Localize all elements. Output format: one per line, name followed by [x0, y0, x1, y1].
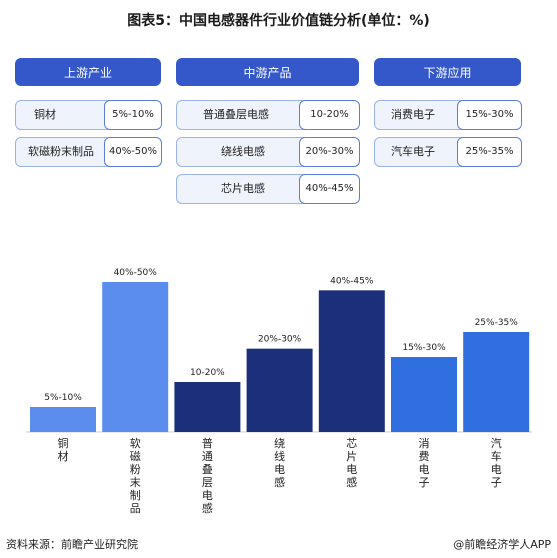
bar-5 — [391, 357, 457, 432]
bar-3 — [246, 348, 313, 432]
brand-note: @前瞻经济学人APP — [453, 538, 551, 551]
data-label-6: 25%-35% — [475, 318, 519, 328]
bar-6 — [463, 332, 530, 432]
downstream-row: 汽车电子 25%-35% — [374, 137, 522, 167]
category-label-1: 软磁粉末制品 — [130, 436, 141, 515]
section-header-midstream: 中游产品 — [176, 58, 359, 86]
bar-0 — [30, 407, 96, 432]
row-label: 绕线电感 — [221, 145, 265, 158]
category-label-4: 芯片电感 — [346, 436, 357, 489]
row-label: 芯片电感 — [221, 182, 265, 195]
midstream-row: 普通叠层电感 10-20% — [176, 100, 360, 130]
category-label-0: 铜材 — [58, 436, 69, 463]
row-label: 铜材 — [34, 108, 56, 121]
row-value: 10-20% — [299, 100, 360, 130]
category-label-5: 消费电子 — [419, 436, 430, 489]
row-label: 软磁粉末制品 — [28, 145, 94, 158]
data-label-0: 5%-10% — [44, 393, 82, 403]
row-label: 汽车电子 — [391, 145, 435, 158]
upstream-row: 铜材 5%-10% — [15, 100, 162, 130]
data-label-1: 40%-50% — [114, 268, 158, 278]
category-label-3: 绕线电感 — [274, 437, 285, 489]
upstream-row: 软磁粉末制品 40%-50% — [15, 137, 162, 167]
row-label: 消费电子 — [391, 108, 435, 121]
row-value: 25%-35% — [457, 137, 522, 167]
section-header-downstream: 下游应用 — [374, 58, 521, 86]
row-value: 15%-30% — [457, 100, 522, 130]
row-value: 40%-50% — [104, 137, 162, 167]
bar-chart: 5%-10% 铜材 40%-50% 软磁粉末制品 10-20% 普通叠层电感 20%-30%… — [26, 268, 532, 515]
bar-2 — [174, 382, 241, 432]
source-note: 资料来源：前瞻产业研究院 — [6, 538, 138, 551]
row-value: 40%-45% — [299, 174, 360, 204]
midstream-row: 芯片电感 40%-45% — [176, 174, 360, 204]
row-value: 5%-10% — [104, 100, 162, 130]
row-value: 20%-30% — [299, 137, 360, 167]
category-label-6: 汽车电子 — [491, 436, 502, 489]
midstream-row: 绕线电感 20%-30% — [176, 137, 360, 167]
downstream-row: 消费电子 15%-30% — [374, 100, 522, 130]
section-header-upstream: 上游产业 — [15, 58, 161, 86]
data-label-4: 40%-45% — [330, 276, 374, 286]
bar-4 — [318, 290, 385, 432]
bar-1 — [102, 282, 169, 432]
data-label-5: 15%-30% — [402, 343, 446, 353]
chart-title: 图表5：中国电感器件行业价值链分析(单位：%) — [127, 13, 430, 29]
data-label-2: 10-20% — [190, 368, 225, 378]
category-label-2: 普通叠层电感 — [202, 436, 213, 515]
row-label: 普通叠层电感 — [203, 108, 269, 121]
data-label-3: 20%-30% — [258, 335, 302, 345]
